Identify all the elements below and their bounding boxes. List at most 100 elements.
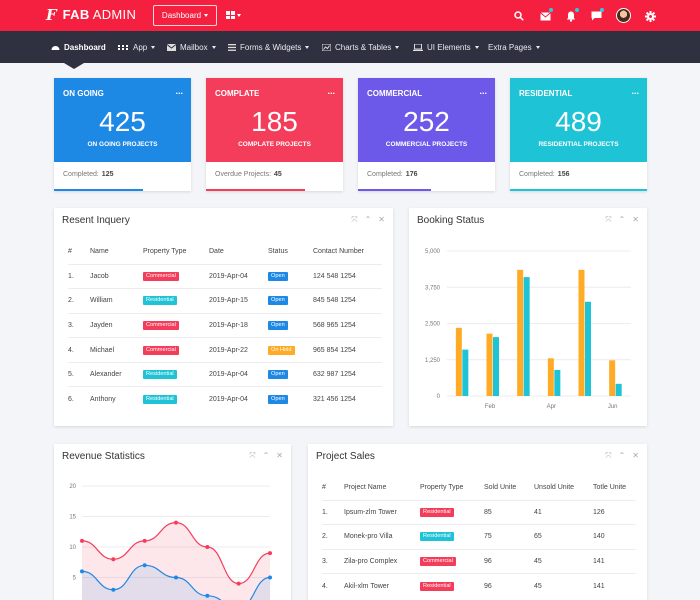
table-cell: On Hold xyxy=(268,337,313,363)
expand-icon[interactable]: ⤧ xyxy=(605,451,612,460)
nav-item-label: UI Elements xyxy=(427,42,471,52)
close-icon[interactable]: ✕ xyxy=(632,451,639,460)
table-cell: Residential xyxy=(143,386,209,412)
stat-card-subtitle: ON GOING PROJECTS xyxy=(87,141,158,148)
table-cell: Open xyxy=(268,263,313,289)
dashboard-dropdown[interactable]: Dashboard xyxy=(153,5,217,26)
booking-bar-chart: 0 1,250 2,500 3,750 5,000 Feb Apr Jun xyxy=(425,249,631,410)
table-cell: 141 xyxy=(593,573,636,599)
collapse-icon[interactable]: ⌃ xyxy=(618,451,626,460)
table-cell: 321 456 1254 xyxy=(313,386,382,412)
close-icon[interactable]: ✕ xyxy=(632,215,639,224)
mail-button[interactable] xyxy=(538,8,553,23)
expand-icon[interactable]: ⤧ xyxy=(605,215,612,224)
table-cell: 45 xyxy=(534,573,593,599)
table-row[interactable]: 6. Anthony Residential 2019-Apr-04 Open 321 4… xyxy=(68,386,382,412)
stat-footer-label: Completed: xyxy=(63,171,99,178)
more-options-button[interactable]: ... xyxy=(175,86,183,96)
data-point xyxy=(236,581,241,586)
more-options-button[interactable]: ... xyxy=(631,86,639,96)
collapse-icon[interactable]: ⌃ xyxy=(262,451,270,460)
settings-button[interactable] xyxy=(643,9,657,23)
status-badge: On Hold xyxy=(268,345,295,355)
table-cell: 3. xyxy=(322,548,344,574)
panel-tools: ⤧ ⌃ ✕ xyxy=(605,215,639,225)
expand-icon[interactable]: ⤧ xyxy=(249,451,256,460)
table-cell: 1. xyxy=(322,499,344,525)
table-row[interactable]: 4. Akil-xlm Tower Residential 96 45 141 xyxy=(322,573,636,599)
sales-table: # Project Name Property Type Sold Unite … xyxy=(322,475,636,599)
table-cell: Residential xyxy=(143,288,209,314)
notification-dot xyxy=(549,8,553,12)
table-cell: 2019-Apr-04 xyxy=(209,361,268,387)
column-header: Property Type xyxy=(420,483,464,491)
table-cell: 2019-Apr-04 xyxy=(209,386,268,412)
stat-card-subtitle: RESIDENTIAL PROJECTS xyxy=(538,141,619,148)
stat-card-commercial: COMMERCIAL ... 252 COMMERCIAL PROJECTS C… xyxy=(358,78,495,191)
collapse-icon[interactable]: ⌃ xyxy=(364,215,372,224)
expand-icon[interactable]: ⤧ xyxy=(351,215,358,224)
logo-mark: F xyxy=(46,6,57,24)
status-badge: Open xyxy=(268,395,288,405)
bar xyxy=(609,360,616,396)
data-point xyxy=(142,563,147,568)
table-cell: Jayden xyxy=(90,312,143,338)
more-options-button[interactable]: ... xyxy=(327,86,335,96)
column-header: # xyxy=(322,483,326,491)
close-icon[interactable]: ✕ xyxy=(276,451,283,460)
user-avatar[interactable] xyxy=(616,8,631,23)
table-row[interactable]: 2. William Residential 2019-Apr-15 Open 845 5… xyxy=(68,288,382,314)
inquery-table: # Name Property Type Date Status Contact… xyxy=(68,239,382,412)
search-button[interactable] xyxy=(512,9,526,23)
table-cell: 45 xyxy=(534,548,593,574)
column-header: Project Name xyxy=(344,483,387,491)
stat-card-complete: COMPLATE ... 185 COMPLATE PROJECTS Overd… xyxy=(206,78,343,191)
gear-icon xyxy=(644,10,656,22)
nav-item-extra-pages[interactable]: Extra Pages xyxy=(488,31,540,63)
nav-item-label: Dashboard xyxy=(64,42,106,52)
main-nav: Dashboard App Mailbox Forms & Widgets Ch… xyxy=(0,31,700,63)
nav-item-ui-elements[interactable]: UI Elements xyxy=(413,31,479,63)
property-type-badge: Residential xyxy=(143,370,177,380)
nav-item-dashboard[interactable]: Dashboard xyxy=(51,31,106,63)
panel-title: Booking Status xyxy=(417,215,485,226)
property-type-badge: Commercial xyxy=(143,271,179,281)
chevron-down-icon xyxy=(211,45,216,49)
brand-logo[interactable]: F FAB ADMIN xyxy=(46,6,136,24)
table-row[interactable]: 2. Monek-pro Villa Residential 75 65 140 xyxy=(322,524,636,550)
table-row[interactable]: 3. Jayden Commercial 2019-Apr-18 Open 568 965… xyxy=(68,312,382,338)
y-tick-label: 5 xyxy=(73,576,77,582)
nav-item-forms-widgets[interactable]: Forms & Widgets xyxy=(228,31,310,63)
data-point xyxy=(205,593,210,598)
nav-item-charts-tables[interactable]: Charts & Tables xyxy=(322,31,400,63)
bar xyxy=(455,327,462,396)
stat-footer-label: Completed: xyxy=(519,171,555,178)
notifications-button[interactable] xyxy=(564,8,579,23)
stat-card-footer: Completed: 156 xyxy=(510,162,647,178)
stat-card-title: COMMERCIAL xyxy=(367,89,423,98)
table-row[interactable]: 4. Michael Commercial 2019-Apr-22 On Hold 965… xyxy=(68,337,382,363)
table-cell: 965 854 1254 xyxy=(313,337,382,363)
sales-panel: Project Sales ⤧ ⌃ ✕ # Project Name Prope… xyxy=(308,444,647,600)
table-cell: 5. xyxy=(68,361,90,387)
inquery-panel: Resent Inquery ⤧ ⌃ ✕ # Name Property Typ… xyxy=(54,208,393,426)
table-row[interactable]: 3. Zila-pro Complex Commercial 96 45 141 xyxy=(322,548,636,574)
panel-tools: ⤧ ⌃ ✕ xyxy=(351,215,385,225)
nav-item-mailbox[interactable]: Mailbox xyxy=(167,31,216,63)
table-cell: 2019-Apr-18 xyxy=(209,312,268,338)
panel-title: Resent Inquery xyxy=(62,215,130,226)
table-row[interactable]: 1. Ipsum-zlm Tower Residential 85 41 126 xyxy=(322,499,636,525)
table-cell: Residential xyxy=(420,499,484,525)
nav-item-app[interactable]: App xyxy=(118,31,156,63)
more-options-button[interactable]: ... xyxy=(479,86,487,96)
table-row[interactable]: 1. Jacob Commercial 2019-Apr-04 Open 124 548 … xyxy=(68,263,382,289)
apps-grid-button[interactable] xyxy=(226,11,241,19)
stat-progress-bar xyxy=(206,189,305,191)
close-icon[interactable]: ✕ xyxy=(378,215,385,224)
collapse-icon[interactable]: ⌃ xyxy=(618,215,626,224)
table-row[interactable]: 5. Alexander Residential 2019-Apr-04 Open 632… xyxy=(68,361,382,387)
table-cell: 632 987 1254 xyxy=(313,361,382,387)
table-cell: 2. xyxy=(322,524,344,550)
property-type-badge: Residential xyxy=(143,395,177,405)
messages-button[interactable] xyxy=(589,8,604,23)
